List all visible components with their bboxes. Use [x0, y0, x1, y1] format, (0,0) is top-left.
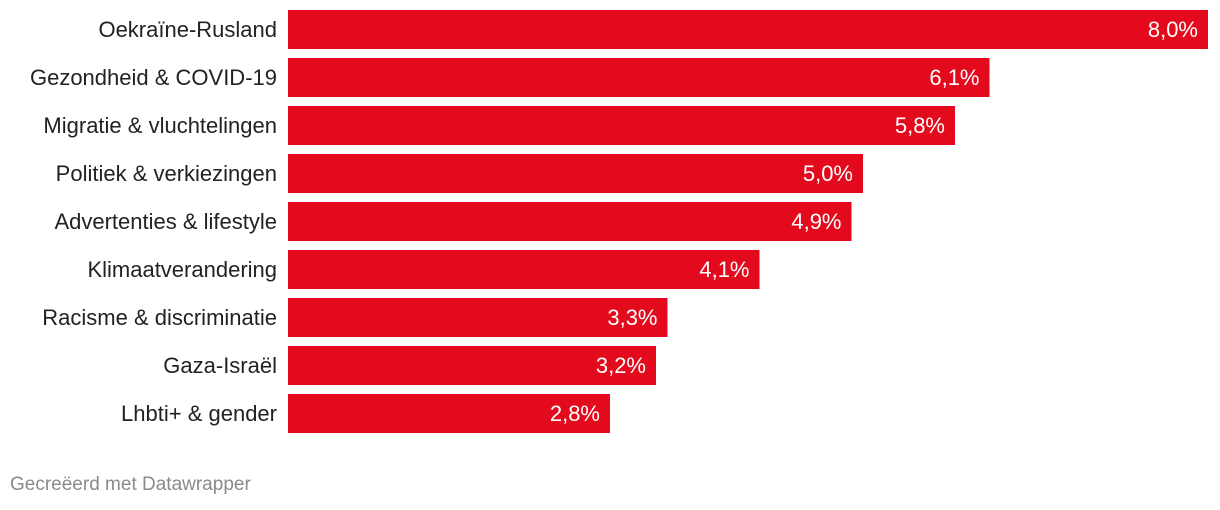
category-label: Racisme & discriminatie: [42, 305, 277, 330]
bar: [288, 250, 760, 289]
bar-chart: Oekraïne-Rusland 8,0% Gezondheid & COVID-1…: [30, 10, 1208, 433]
value-label: 8,0%: [1148, 17, 1198, 42]
value-label: 2,8%: [550, 401, 600, 426]
bar: [288, 346, 656, 385]
datawrapper-credit: Gecreëerd met Datawrapper: [10, 474, 251, 495]
bar: [288, 394, 610, 433]
value-label: 3,3%: [607, 305, 657, 330]
bar: [288, 154, 863, 193]
value-label: 5,8%: [895, 113, 945, 138]
bar: [288, 202, 852, 241]
category-label: Migratie & vluchtelingen: [43, 113, 277, 138]
category-label: Klimaatverandering: [87, 257, 277, 282]
value-label: 3,2%: [596, 353, 646, 378]
bar: [288, 10, 1208, 49]
category-label: Gezondheid & COVID-19: [30, 65, 277, 90]
value-label: 6,1%: [929, 65, 979, 90]
bar: [288, 106, 955, 145]
category-label: Oekraïne-Rusland: [98, 17, 277, 42]
value-label: 4,1%: [699, 257, 749, 282]
value-label: 5,0%: [803, 161, 853, 186]
category-label: Politiek & verkiezingen: [56, 161, 277, 186]
bar: [288, 58, 990, 97]
category-label: Advertenties & lifestyle: [54, 209, 277, 234]
bar: [288, 298, 668, 337]
category-label: Gaza-Israël: [163, 353, 277, 378]
category-label: Lhbti+ & gender: [121, 401, 277, 426]
value-label: 4,9%: [791, 209, 841, 234]
